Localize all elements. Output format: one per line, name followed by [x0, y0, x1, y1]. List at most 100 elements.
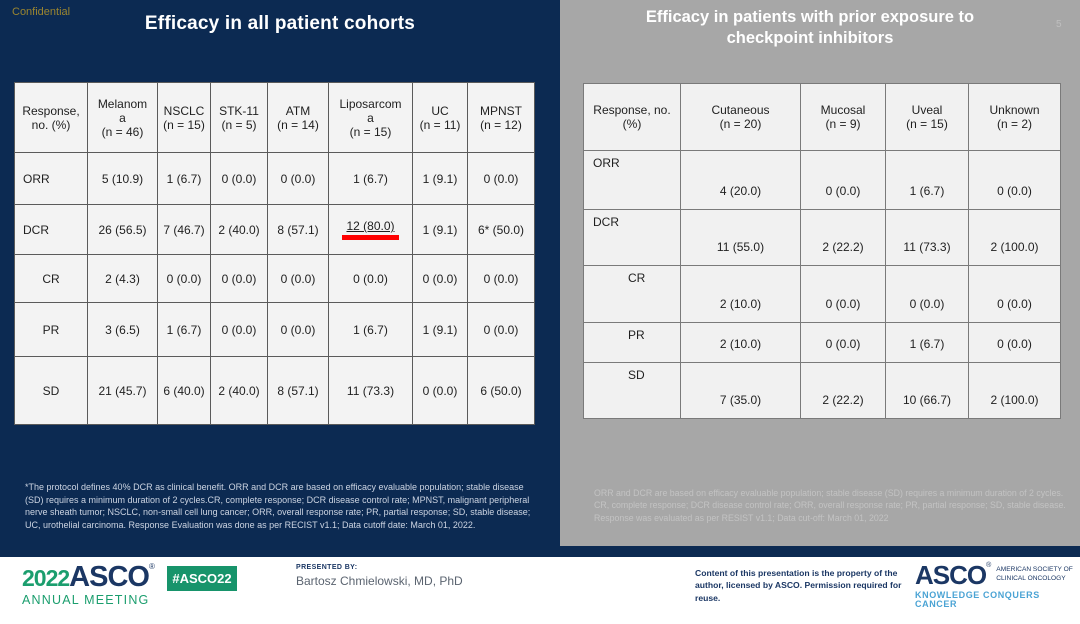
- column-header-mucosal: Mucosal (n = 9): [800, 83, 886, 151]
- table-header-row: Response, no. (%) Melanoma (n = 46) NSCLC…: [14, 82, 535, 153]
- table-row-dcr: DCR 11 (55.0) 2 (22.2) 11 (73.3) 2 (100.…: [583, 209, 1061, 266]
- table-cell: 2 (4.3): [87, 254, 158, 303]
- table-cell: 0 (0.0): [412, 356, 468, 425]
- column-n: (n = 20): [719, 117, 762, 131]
- right-title-line2: checkpoint inhibitors: [726, 28, 894, 47]
- column-label: STK-11: [219, 103, 259, 118]
- asco-society-logo: ASCO ® AMERICAN SOCIETY OF CLINICAL ONCOL…: [915, 562, 1080, 609]
- table-cell: 8 (57.1): [267, 204, 329, 255]
- column-n: (n = 5): [221, 117, 257, 132]
- column-n: (n = 14): [277, 117, 319, 132]
- table-cell: 0 (0.0): [800, 265, 886, 323]
- table-cell: 3 (6.5): [87, 302, 158, 357]
- table-cell: 7 (46.7): [157, 204, 211, 255]
- society-name: AMERICAN SOCIETY OF CLINICAL ONCOLOGY: [996, 566, 1072, 584]
- table-cell: 1 (9.1): [412, 302, 468, 357]
- table-cell: 2 (40.0): [210, 356, 268, 425]
- table-cell: 0 (0.0): [467, 302, 535, 357]
- table-cell: 7 (35.0): [680, 362, 801, 419]
- row-label: CR: [14, 254, 88, 303]
- column-header-cutaneous: Cutaneous (n = 20): [680, 83, 801, 151]
- table-cell: 6 (50.0): [467, 356, 535, 425]
- row-label: PR: [583, 322, 681, 363]
- table-cell: 1 (6.7): [328, 302, 413, 357]
- asco-tagline: KNOWLEDGE CONQUERS CANCER: [915, 590, 1040, 609]
- table-cell: 0 (0.0): [157, 254, 211, 303]
- table-cell: 0 (0.0): [210, 254, 268, 303]
- table-cell: 0 (0.0): [885, 265, 969, 323]
- table-cell: 21 (45.7): [87, 356, 158, 425]
- row-label: CR: [583, 265, 681, 323]
- table-row-orr: ORR 5 (10.9) 1 (6.7) 0 (0.0) 0 (0.0) 1 (…: [14, 152, 535, 205]
- column-label: Melanoma: [97, 96, 148, 125]
- table-cell: 6* (50.0): [467, 204, 535, 255]
- column-n: (n = 11): [419, 117, 461, 132]
- column-label: Mucosal: [820, 103, 866, 117]
- column-header-response: Response, no. (%): [14, 82, 88, 153]
- hashtag-badge: #ASCO22: [167, 566, 237, 591]
- column-n: (n = 15): [906, 117, 948, 131]
- column-label: ATM: [285, 103, 311, 118]
- table-cell: 0 (0.0): [800, 322, 886, 363]
- column-label: Cutaneous: [711, 103, 770, 117]
- column-n: (n = 46): [101, 124, 144, 139]
- right-footnote: ORR and DCR are based on efficacy evalua…: [594, 488, 1066, 523]
- table-cell-highlighted: 12 (80.0): [328, 204, 413, 255]
- table-cell: 0 (0.0): [267, 152, 329, 205]
- row-label: SD: [14, 356, 88, 425]
- presented-by-label: PRESENTED BY:: [296, 564, 358, 571]
- table-row-sd: SD 7 (35.0) 2 (22.2) 10 (66.7) 2 (100.0): [583, 362, 1061, 419]
- right-slide-title: Efficacy in patients with prior exposure…: [575, 7, 1045, 48]
- presented-by-block: PRESENTED BY: Bartosz Chmielowski, MD, P…: [296, 564, 463, 588]
- society-line1: AMERICAN SOCIETY OF: [996, 566, 1073, 573]
- column-label: Liposarcoma: [339, 96, 402, 125]
- asco-annual-meeting-logo: 2022ASCO® ANNUAL MEETING: [22, 563, 155, 607]
- table-cell: 11 (73.3): [885, 209, 969, 266]
- table-cell: 2 (22.2): [800, 209, 886, 266]
- table-cell: 0 (0.0): [467, 254, 535, 303]
- table-cell: 11 (55.0): [680, 209, 801, 266]
- table-cell: 5 (10.9): [87, 152, 158, 205]
- table-cell: 0 (0.0): [968, 322, 1061, 363]
- table-cell: 0 (0.0): [267, 254, 329, 303]
- row-label: SD: [583, 362, 681, 419]
- table-cell: 1 (6.7): [885, 322, 969, 363]
- column-header-response: Response, no. (%): [583, 83, 681, 151]
- table-cell: 4 (20.0): [680, 150, 801, 210]
- registered-mark-icon: ®: [148, 562, 155, 571]
- column-header-mpnst: MPNST (n = 12): [467, 82, 535, 153]
- table-cell: 2 (40.0): [210, 204, 268, 255]
- table-cell: 2 (100.0): [968, 362, 1061, 419]
- column-header-liposarcoma: Liposarcoma (n = 15): [328, 82, 413, 153]
- table-cell: 6 (40.0): [157, 356, 211, 425]
- column-header-atm: ATM (n = 14): [267, 82, 329, 153]
- table-cell: 0 (0.0): [267, 302, 329, 357]
- table-cell: 2 (10.0): [680, 265, 801, 323]
- column-n: (n = 9): [825, 117, 861, 131]
- table-row-cr: CR 2 (4.3) 0 (0.0) 0 (0.0) 0 (0.0) 0 (0.…: [14, 254, 535, 303]
- confidential-watermark: Confidential: [12, 6, 71, 18]
- table-cell: 1 (6.7): [328, 152, 413, 205]
- asco-wordmark: ASCO: [69, 561, 150, 593]
- registered-mark-icon: ®: [986, 562, 992, 569]
- row-label: ORR: [14, 152, 88, 205]
- row-label: DCR: [583, 209, 681, 266]
- table-cell: 26 (56.5): [87, 204, 158, 255]
- table-cell: 0 (0.0): [467, 152, 535, 205]
- meeting-year: 2022: [22, 565, 70, 591]
- table-cell: 2 (10.0): [680, 322, 801, 363]
- slide-footer: 2022ASCO® ANNUAL MEETING #ASCO22 PRESENT…: [0, 557, 1080, 624]
- table-cell: 0 (0.0): [210, 302, 268, 357]
- presenter-name: Bartosz Chmielowski, MD, PhD: [296, 574, 463, 588]
- column-header-uc: UC (n = 11): [412, 82, 468, 153]
- annual-meeting-label: ANNUAL MEETING: [22, 593, 150, 607]
- table-cell: 0 (0.0): [328, 254, 413, 303]
- table-header-row: Response, no. (%) Cutaneous (n = 20) Muco…: [583, 83, 1061, 151]
- column-label: Unknown: [989, 103, 1040, 117]
- permission-statement: Content of this presentation is the prop…: [695, 568, 902, 603]
- column-header-uveal: Uveal (n = 15): [885, 83, 969, 151]
- table-cell: 1 (9.1): [412, 204, 468, 255]
- table-cell: 8 (57.1): [267, 356, 329, 425]
- table-cell: 0 (0.0): [968, 150, 1061, 210]
